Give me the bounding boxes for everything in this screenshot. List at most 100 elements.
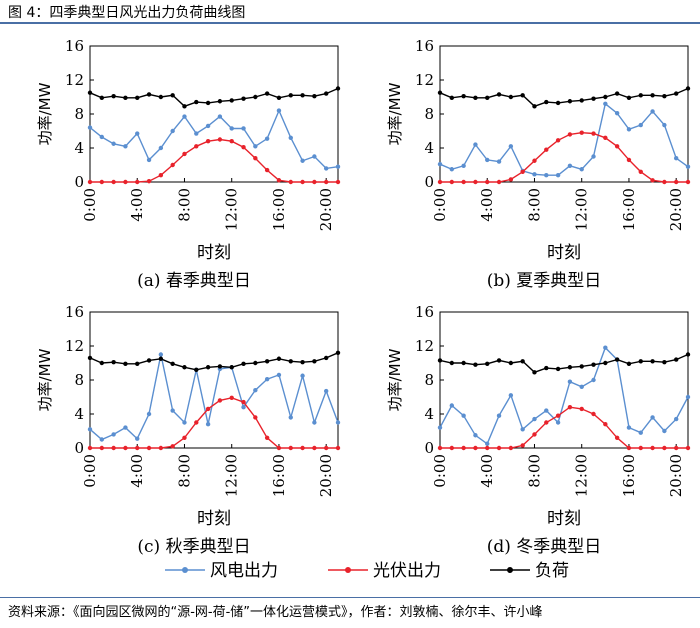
x-tick-label: 16:00 [620, 188, 638, 231]
point-load [508, 94, 514, 100]
point-load [662, 359, 667, 365]
point-wind [87, 427, 93, 432]
point-wind [650, 109, 655, 114]
point-wind [335, 420, 341, 425]
point-load [229, 98, 234, 103]
point-pv [638, 445, 643, 451]
series-line-load [89, 87, 339, 108]
point-load [626, 361, 632, 367]
plot-frame [439, 311, 689, 449]
point-load [158, 356, 164, 361]
y-tick-label: 4 [74, 405, 84, 423]
point-pv [449, 445, 455, 451]
point-wind [437, 425, 443, 430]
series-line-wind [439, 346, 689, 445]
point-wind [87, 125, 93, 130]
point-pv [146, 178, 152, 184]
point-pv [579, 130, 584, 135]
point-load [111, 93, 116, 99]
legend-load: 负荷 [490, 561, 569, 581]
point-pv [312, 179, 317, 185]
point-pv [650, 445, 655, 451]
point-wind [685, 164, 691, 169]
point-wind [461, 163, 466, 169]
point-wind [135, 436, 140, 441]
point-wind [111, 141, 116, 146]
point-load [614, 91, 620, 96]
point-wind [123, 144, 128, 149]
point-wind [335, 164, 341, 169]
point-pv [135, 445, 140, 451]
point-wind [241, 405, 246, 410]
x-tick-label: 20:00 [667, 188, 685, 231]
point-pv [685, 445, 691, 451]
legend-load-label: 负荷 [535, 561, 569, 581]
point-load [555, 366, 561, 372]
point-load [111, 359, 116, 365]
point-load [276, 356, 282, 361]
point-wind [662, 428, 667, 434]
point-pv [300, 445, 305, 451]
point-pv [194, 144, 199, 149]
point-wind [626, 127, 632, 132]
point-load [461, 360, 466, 366]
point-pv [520, 443, 525, 448]
point-pv [437, 179, 443, 185]
point-pv [473, 445, 478, 451]
point-load [123, 95, 128, 101]
point-pv [323, 445, 329, 451]
x-tick-label: 4:00 [128, 188, 146, 222]
point-wind [217, 114, 223, 119]
point-load [253, 360, 258, 366]
point-load [312, 93, 317, 99]
x-tick-label: 8:00 [525, 454, 543, 488]
point-wind [205, 422, 211, 427]
x-tick-label: 0:00 [431, 454, 449, 488]
point-load [217, 364, 223, 369]
point-pv [603, 422, 608, 427]
x-tick-label: 4:00 [478, 454, 496, 488]
point-wind [264, 136, 270, 141]
point-wind [544, 173, 549, 178]
y-tick-label: 8 [74, 105, 84, 123]
point-pv [496, 445, 502, 451]
y-tick-label: 12 [415, 71, 434, 89]
point-load [182, 365, 187, 370]
point-pv [229, 139, 234, 144]
chart-panel-spring: 0 4 8 12 16 0:00 4:00 8:00 12:00 16:00 20:00 功率/MW 时… [36, 37, 341, 291]
point-load [461, 93, 466, 99]
point-wind [182, 114, 187, 119]
point-pv [217, 398, 223, 403]
point-wind [288, 135, 293, 140]
point-pv [567, 405, 573, 410]
point-wind [437, 161, 443, 167]
point-load [685, 86, 691, 91]
point-load [508, 360, 514, 366]
point-load [603, 360, 608, 366]
point-pv [123, 179, 128, 185]
figure-title: 图 4：四季典型日风光出力负荷曲线图 [8, 5, 246, 21]
point-load [123, 361, 128, 367]
point-pv [123, 445, 128, 451]
point-wind [638, 122, 643, 128]
point-load [673, 357, 679, 362]
point-pv [217, 137, 223, 142]
point-wind [520, 427, 525, 432]
point-pv [626, 445, 632, 451]
point-load [170, 93, 175, 98]
point-load [591, 96, 596, 101]
point-wind [158, 145, 164, 151]
series-line-wind [439, 102, 689, 176]
point-wind [253, 388, 258, 393]
point-load [485, 95, 490, 101]
point-wind [662, 122, 667, 128]
point-pv [673, 179, 679, 185]
point-pv [288, 445, 293, 451]
x-tick-label: 8:00 [175, 454, 193, 488]
point-pv [170, 162, 175, 168]
point-load [532, 104, 537, 109]
point-wind [99, 437, 105, 442]
point-load [241, 361, 246, 367]
series-line-load [439, 353, 689, 374]
point-load [496, 358, 502, 363]
